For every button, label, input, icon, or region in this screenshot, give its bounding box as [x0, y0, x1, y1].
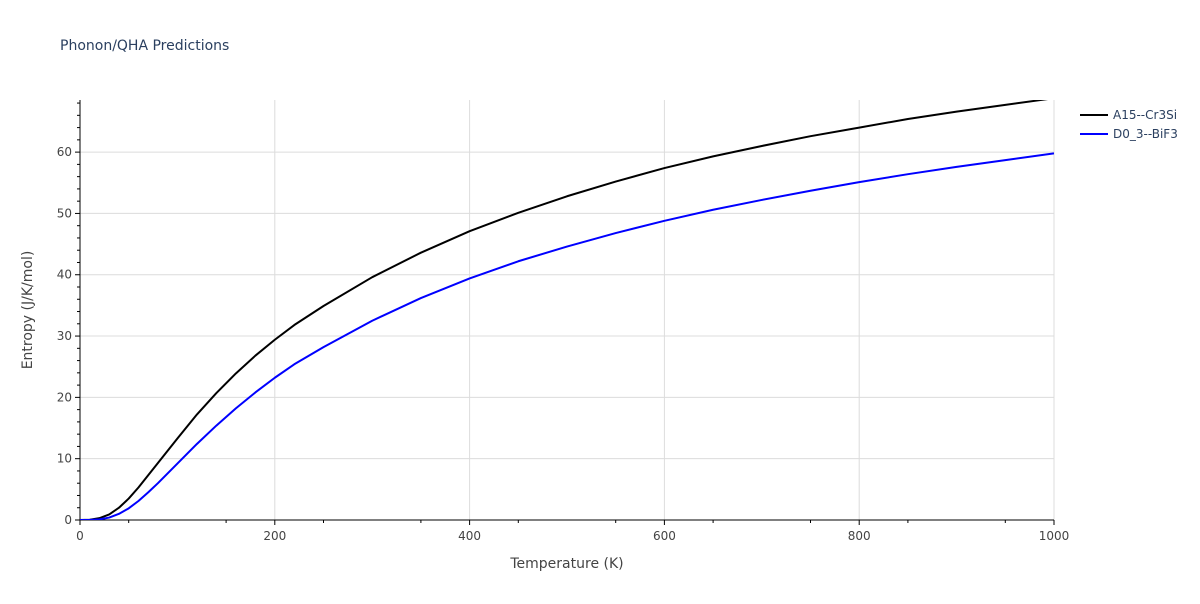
legend[interactable]: A15--Cr3Si D0_3--BiF3 [1080, 108, 1178, 141]
axes: 0 200 400 600 800 1000 0 10 20 30 40 50 60 [57, 100, 1070, 543]
legend-item[interactable]: D0_3--BiF3 [1080, 127, 1178, 141]
y-tick-label: 10 [57, 452, 72, 466]
legend-label: A15--Cr3Si [1113, 108, 1177, 122]
x-tick-label: 0 [76, 529, 84, 543]
x-tick-label: 200 [263, 529, 286, 543]
x-tick-label: 1000 [1039, 529, 1070, 543]
y-tick-label: 40 [57, 268, 72, 282]
grid [80, 100, 1055, 520]
legend-label: D0_3--BiF3 [1113, 127, 1178, 141]
y-tick-label: 60 [57, 145, 72, 159]
x-axis-title: Temperature (K) [509, 556, 623, 572]
x-tick-label: 600 [653, 529, 676, 543]
chart-title: Phonon/QHA Predictions [60, 38, 229, 54]
series-line-1[interactable] [80, 98, 1054, 520]
x-tick-label: 400 [458, 529, 481, 543]
x-tick-label: 800 [848, 529, 871, 543]
series-line-2[interactable] [80, 152, 1054, 520]
legend-item[interactable]: A15--Cr3Si [1080, 108, 1177, 122]
y-tick-label: 20 [57, 390, 72, 404]
series-layer [80, 98, 1054, 520]
y-axis-title: Entropy (J/K/mol) [20, 251, 36, 370]
y-tick-label: 0 [64, 513, 72, 527]
y-tick-label: 50 [57, 206, 72, 220]
y-tick-label: 30 [57, 329, 72, 343]
